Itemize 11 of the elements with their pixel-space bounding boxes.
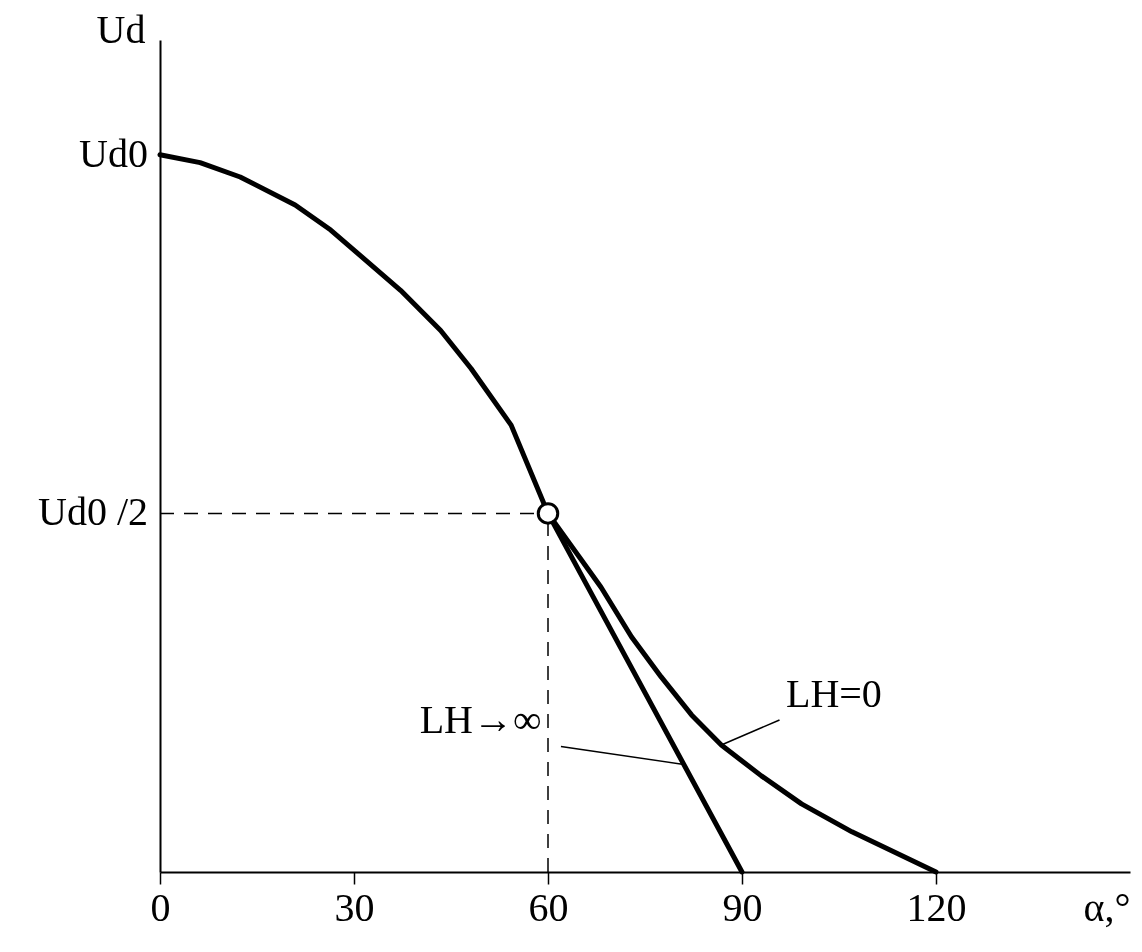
x-tick-label: 0 xyxy=(150,884,171,930)
y-axis-title: Ud xyxy=(96,6,146,52)
annotation: LH→∞ xyxy=(419,697,542,743)
x-tick-label: 120 xyxy=(906,884,967,930)
x-axis-title: α,° xyxy=(1083,884,1131,930)
annotation: LH=0 xyxy=(785,670,882,716)
x-tick-label: 30 xyxy=(334,884,375,930)
annotation: Ud0 xyxy=(79,130,148,176)
ref-line-label: Ud0 /2 xyxy=(38,489,148,535)
x-tick-label: 60 xyxy=(528,884,569,930)
x-tick-label: 90 xyxy=(722,884,763,930)
